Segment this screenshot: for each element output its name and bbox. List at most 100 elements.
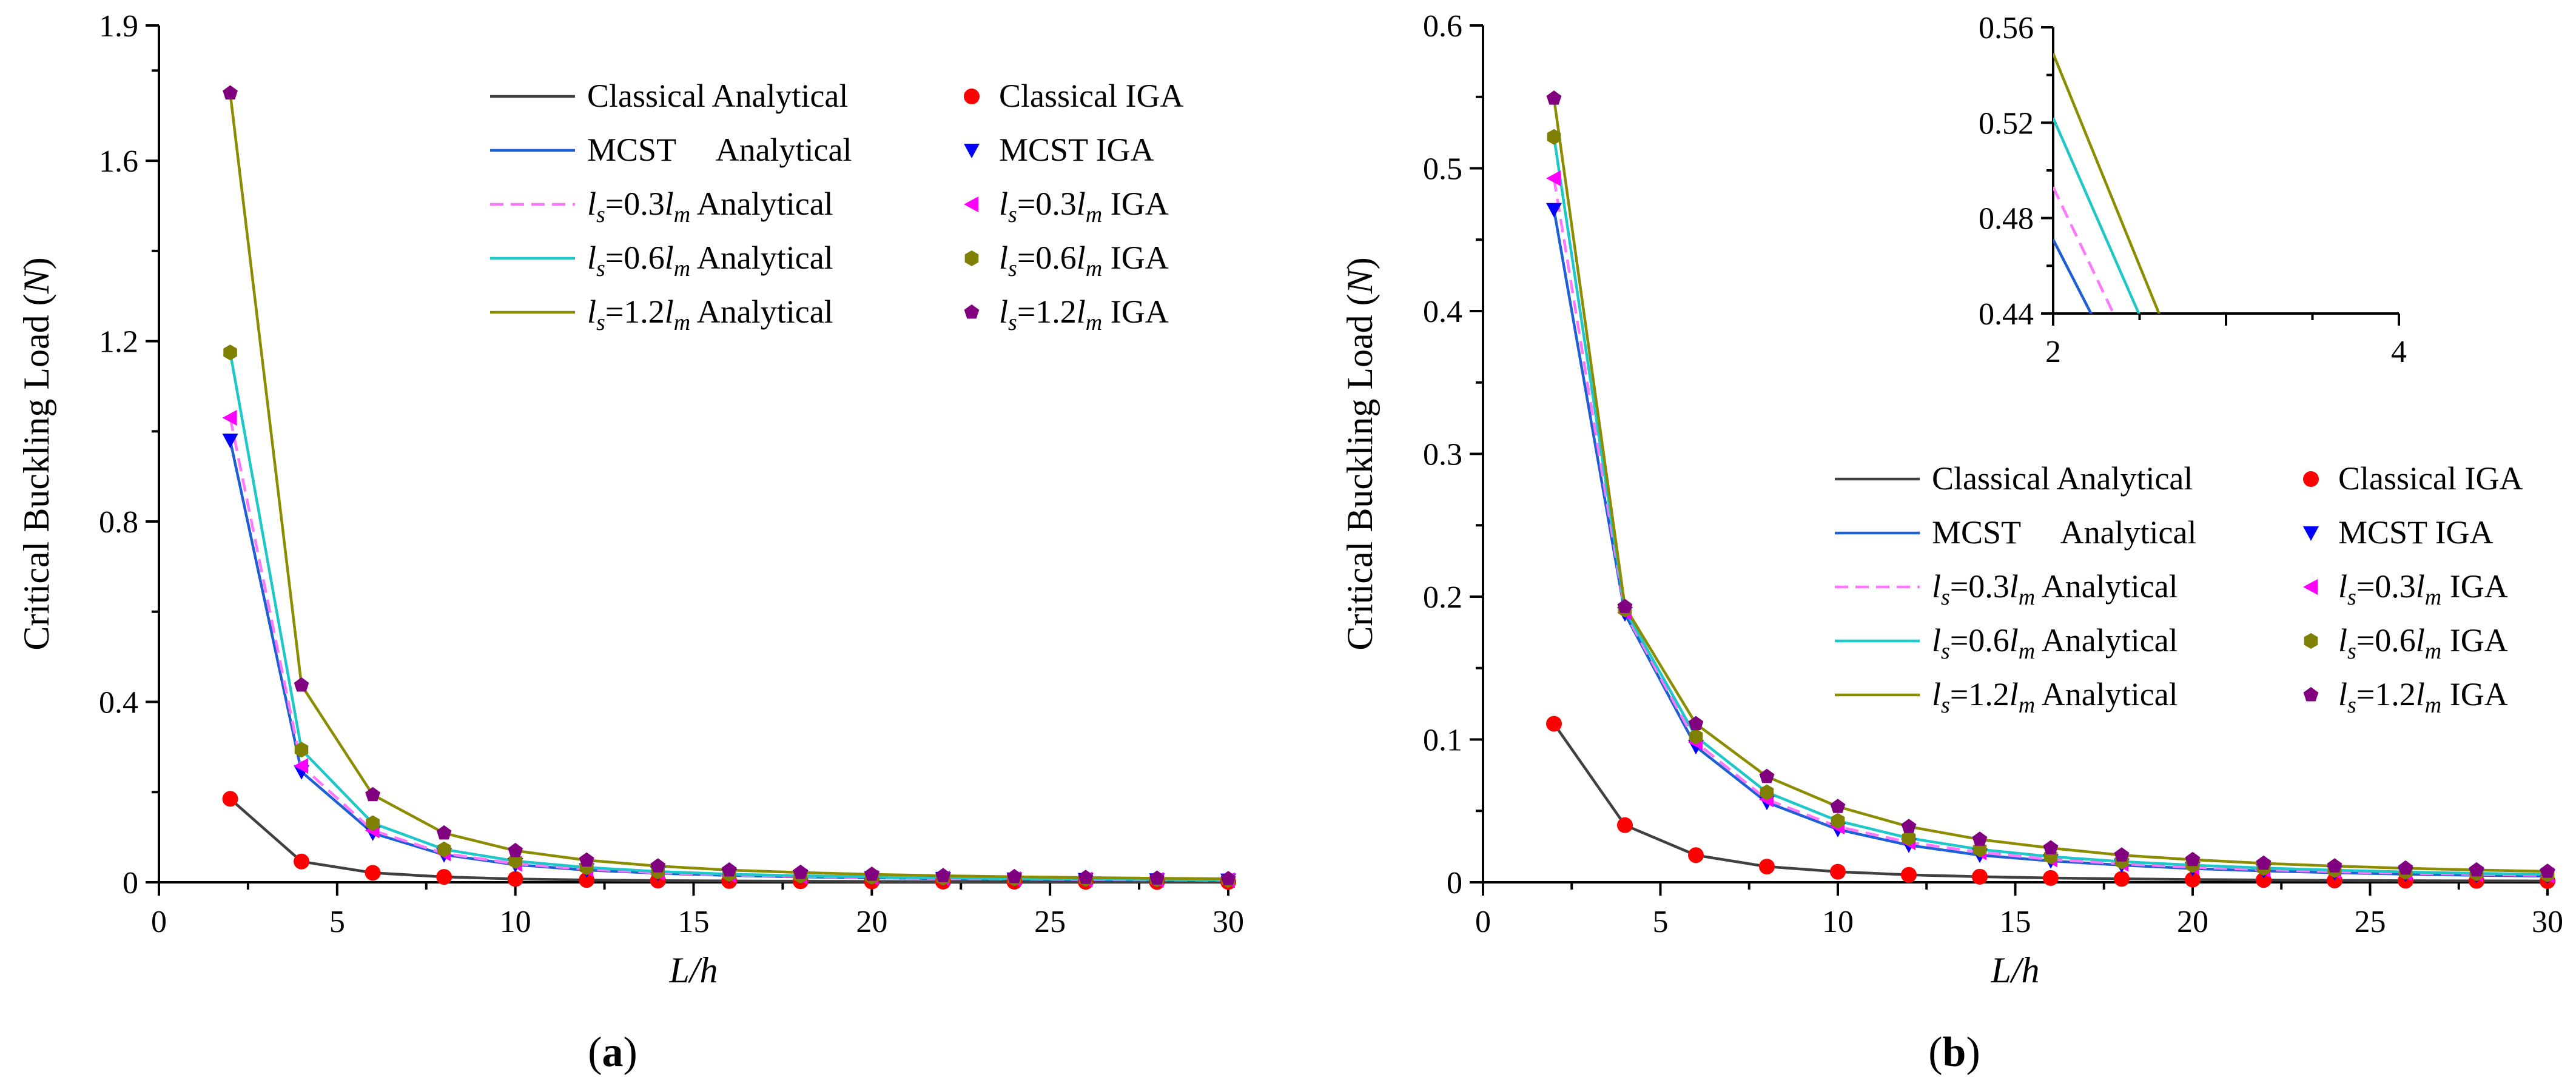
legend-label-s12-analytical: ls=1.2lm Analytical (587, 293, 833, 335)
data-point-s12 (1007, 868, 1022, 884)
y-tick-label: 0 (123, 866, 138, 900)
data-point-classical (579, 872, 595, 888)
data-point-s12 (1220, 871, 1236, 885)
data-point-classical (2185, 871, 2201, 888)
legend: Classical Analytical Classical IGA MCST An… (1835, 460, 2523, 718)
data-point-classical (2043, 870, 2059, 886)
inset-x-tick-label: 2 (2045, 335, 2061, 369)
legend-label-s03-analytical: ls=0.3lm Analytical (1932, 568, 2178, 610)
data-point-classical (1972, 868, 1988, 885)
inset-series-line-s06 (2053, 117, 2141, 314)
legend-label-s06-iga: ls=0.6lm IGA (2338, 622, 2508, 664)
legend-marker-s12 (964, 304, 980, 319)
y-axis-label: Critical Buckling Load (N) (1340, 257, 1380, 650)
data-point-mcst (222, 434, 238, 449)
data-point-s12 (864, 867, 879, 881)
x-tick-label: 0 (151, 905, 167, 939)
inset-x-tick-label: 4 (2391, 335, 2407, 369)
data-point-s12 (1617, 598, 1633, 613)
x-tick-label: 30 (2532, 905, 2563, 939)
data-point-s12 (650, 858, 666, 873)
data-point-s06 (1547, 129, 1561, 145)
y-tick-label: 1.6 (99, 144, 138, 179)
chart-panel-b: 0 5 10 15 20 25 30 0 0.1 0.2 0.3 0.4 0.5 0.6 L/h Critic… (1340, 9, 2563, 1076)
data-point-s12 (1901, 819, 1917, 833)
y-tick-label: 0.3 (1423, 438, 1462, 472)
y-tick-label: 0.2 (1423, 580, 1462, 615)
chart-panel-a: 0 5 10 15 20 25 30 0 0.4 0.8 1.2 1.6 1.9 L/h Critical … (16, 9, 1244, 1076)
data-point-s12 (2114, 847, 2130, 862)
data-point-classical (1830, 863, 1846, 880)
y-tick-label: 0.6 (1423, 9, 1462, 44)
data-point-s06 (1760, 784, 1774, 800)
legend-label-mcst-iga: MCST IGA (999, 132, 1154, 168)
legend-marker-mcst (2303, 526, 2319, 541)
data-point-s12 (508, 842, 523, 857)
data-point-s12 (294, 677, 309, 692)
y-axis-label: Critical Buckling Load (N) (16, 257, 56, 650)
series-line-s06 (229, 352, 1229, 882)
data-point-s12 (1688, 716, 1704, 731)
legend-marker-s06 (964, 250, 979, 266)
legend-marker-s03 (2303, 579, 2318, 595)
x-tick-label: 25 (1034, 905, 1066, 939)
y-tick-label: 1.2 (99, 325, 138, 360)
legend-label-s12-analytical: ls=1.2lm Analytical (1932, 676, 2178, 718)
data-point-s03 (1546, 170, 1561, 186)
legend-marker-s03 (964, 196, 979, 212)
inset-chart: 2 4 0.44 0.48 0.52 0.56 (1979, 11, 2407, 369)
series-line-s06 (1552, 136, 2548, 876)
data-point-s06 (1689, 728, 1703, 745)
legend-marker-s06 (2304, 633, 2318, 649)
x-tick-label: 5 (329, 905, 345, 939)
legend-marker-classical (964, 89, 980, 104)
data-point-classical (365, 865, 381, 881)
legend-marker-classical (2303, 471, 2319, 487)
data-point-s12 (2327, 858, 2342, 873)
data-point-s06 (294, 742, 309, 758)
x-tick-label: 10 (500, 905, 531, 939)
x-tick-label: 15 (678, 905, 710, 939)
data-point-s12 (1830, 799, 1846, 813)
data-point-s12 (436, 825, 452, 840)
series-line-mcst (229, 440, 1229, 882)
data-point-classical (1759, 859, 1775, 875)
legend-label-s03-iga: ls=0.3lm IGA (2338, 568, 2508, 610)
data-point-classical (222, 791, 238, 807)
inset-y-tick-label: 0.44 (1979, 297, 2034, 332)
data-point-s06 (1902, 830, 1916, 846)
data-point-s06 (437, 841, 451, 857)
y-tick-label: 1.9 (99, 9, 138, 44)
legend-label-classical-iga: Classical IGA (2338, 460, 2523, 497)
data-point-s12 (2185, 851, 2201, 867)
data-point-s12 (2469, 862, 2484, 877)
x-tick-label: 10 (1822, 905, 1854, 939)
y-tick-label: 0.1 (1423, 723, 1462, 758)
data-point-s12 (2540, 863, 2555, 878)
legend-marker-mcst (964, 143, 980, 158)
data-point-s12 (1149, 870, 1165, 885)
inset-series-line-s03 (2053, 186, 2115, 314)
x-axis-label: L/h (668, 950, 718, 990)
data-point-s06 (366, 815, 380, 831)
x-tick-label: 0 (1475, 905, 1491, 939)
x-tick-label: 25 (2355, 905, 2386, 939)
inset-y-tick-label: 0.56 (1979, 11, 2034, 45)
x-axis-label: L/h (1990, 950, 2039, 990)
data-point-s12 (365, 786, 380, 802)
inset-y-tick-label: 0.48 (1979, 202, 2034, 236)
data-point-s12 (721, 862, 737, 877)
inset-y-tick-label: 0.52 (1979, 106, 2034, 141)
data-point-mcst (1546, 203, 1562, 218)
series-line-s03 (229, 417, 1229, 882)
data-point-s12 (1972, 831, 1988, 846)
y-tick-label: 0.5 (1423, 152, 1462, 187)
y-tick-label: 0.4 (1423, 295, 1462, 329)
data-point-s12 (2398, 860, 2413, 875)
data-point-s12 (2256, 855, 2272, 870)
inset-series-line-s12 (2053, 53, 2161, 314)
data-point-classical (436, 869, 452, 885)
panel-caption: (a) (588, 1029, 637, 1076)
data-point-classical (2114, 871, 2130, 887)
